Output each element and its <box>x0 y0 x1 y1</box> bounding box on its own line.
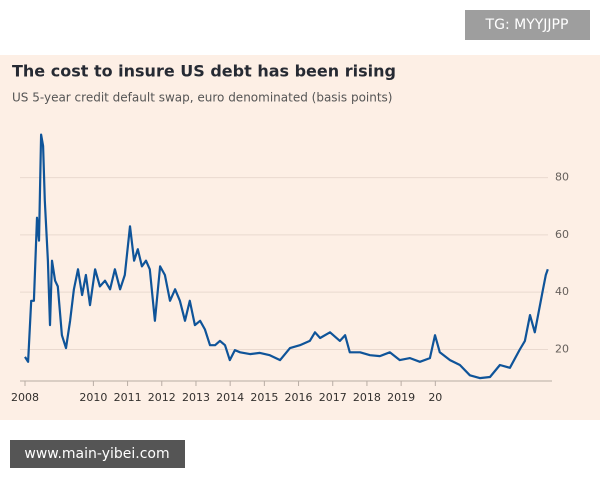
x-tick-label: 2012 <box>148 391 176 404</box>
x-tick-label: 2014 <box>216 391 244 404</box>
watermark-box <box>465 10 590 40</box>
chart-title: The cost to insure US debt has been risi… <box>12 62 396 81</box>
x-tick-label: 2017 <box>319 391 347 404</box>
x-tick-label: 2011 <box>114 391 142 404</box>
x-tick-label: 2010 <box>79 391 107 404</box>
y-tick-label: 40 <box>555 285 569 298</box>
watermark-text: TG: MYYJJPP <box>485 17 569 33</box>
watermark-text: www.main-yibei.com <box>24 446 169 462</box>
line-series <box>24 133 549 380</box>
y-tick-label: 60 <box>555 228 569 241</box>
x-tick-label: 2013 <box>182 391 210 404</box>
chart-subtitle: US 5-year credit default swap, euro deno… <box>12 91 392 105</box>
x-tick-label: 2015 <box>250 391 278 404</box>
x-tick-label: 2018 <box>353 391 381 404</box>
x-tick-label: 20 <box>428 391 442 404</box>
y-tick-label: 80 <box>555 171 569 184</box>
y-tick-label: 20 <box>555 342 569 355</box>
x-tick-label: 2019 <box>387 391 415 404</box>
watermark-box <box>10 440 185 468</box>
chart-panel <box>0 55 600 420</box>
x-tick-label: 2008 <box>11 391 39 404</box>
x-tick-label: 2016 <box>285 391 313 404</box>
